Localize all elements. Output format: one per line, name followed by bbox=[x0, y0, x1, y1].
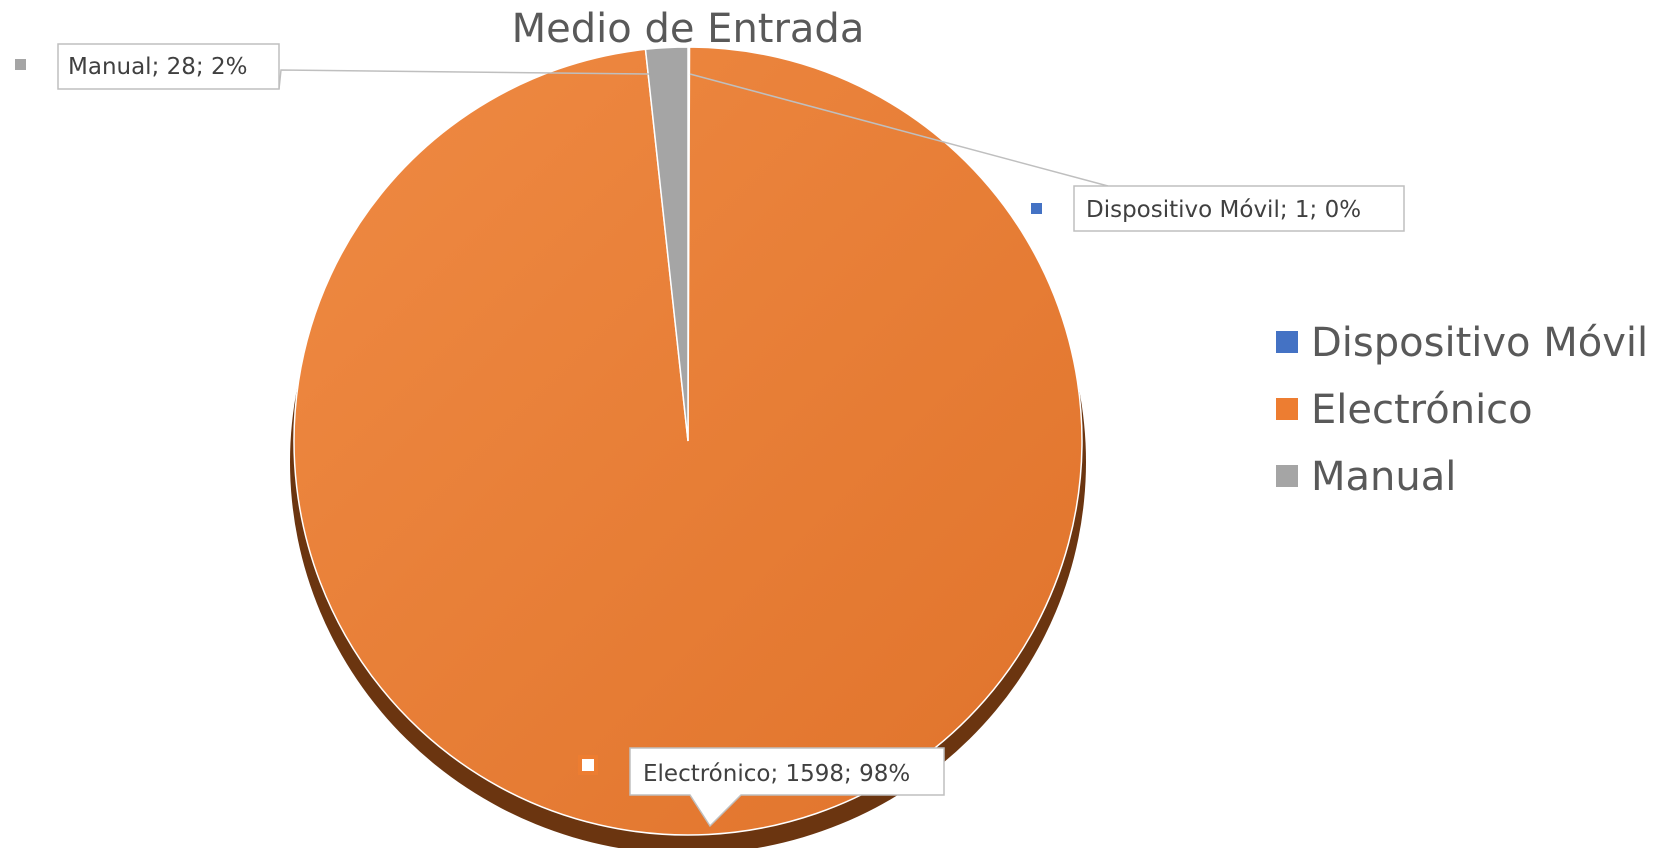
data-label-electronico-text: Electrónico; 1598; 98% bbox=[643, 761, 910, 787]
data-label-dispositivo-movil: Dispositivo Móvil; 1; 0% bbox=[689, 73, 1405, 232]
data-label-manual: Manual; 28; 2% bbox=[15, 43, 650, 90]
data-label-dispositivo-movil-marker bbox=[1031, 203, 1042, 214]
legend-label-electronico: Electrónico bbox=[1311, 387, 1533, 433]
legend-label-dispositivo-movil: Dispositivo Móvil bbox=[1311, 320, 1648, 366]
data-label-dispositivo-movil-box bbox=[1073, 185, 1405, 232]
data-label-electronico-callout bbox=[629, 747, 945, 828]
data-label-manual-marker bbox=[15, 59, 26, 70]
data-label-manual-text: Manual; 28; 2% bbox=[68, 54, 247, 80]
legend: Dispositivo Móvil Electrónico Manual bbox=[1276, 320, 1648, 500]
legend-swatch-dispositivo-movil bbox=[1276, 331, 1298, 353]
chart-title: Medio de Entrada bbox=[512, 6, 865, 52]
data-label-manual-box bbox=[57, 43, 280, 90]
legend-swatch-electronico bbox=[1276, 398, 1298, 420]
data-label-electronico-marker bbox=[578, 755, 598, 775]
data-label-electronico: Electrónico; 1598; 98% bbox=[578, 747, 945, 828]
legend-label-manual: Manual bbox=[1311, 454, 1456, 500]
pie-slice-manual bbox=[644, 46, 689, 442]
pie-slices bbox=[293, 46, 1083, 836]
data-label-dispositivo-movil-text: Dispositivo Móvil; 1; 0% bbox=[1086, 197, 1361, 223]
legend-swatch-manual bbox=[1276, 465, 1298, 487]
